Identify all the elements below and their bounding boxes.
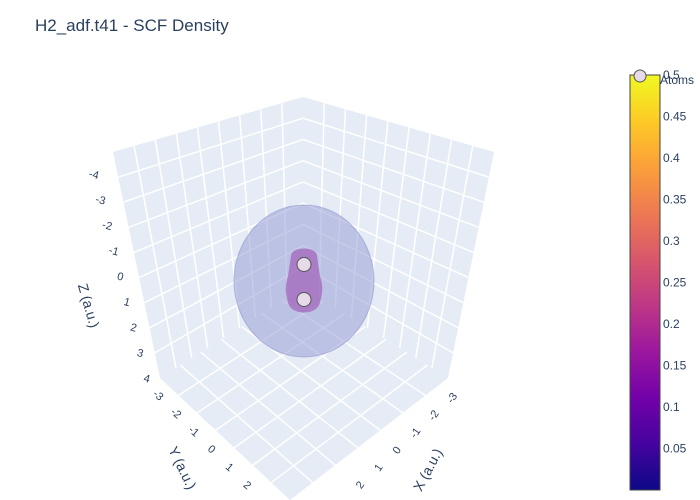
atom-marker[interactable] <box>296 292 312 307</box>
grid-line <box>200 351 336 466</box>
colorbar-ticks: 0.05 0.1 0.15 0.2 0.25 0.3 0.35 0.4 0.45 0.5 <box>663 68 687 456</box>
grid-line <box>123 138 304 203</box>
z-tick-label: 2 <box>129 322 138 335</box>
grid-line <box>154 139 193 359</box>
y-tick-label: 2 <box>241 479 253 492</box>
colorbar-tick-label: 0.2 <box>663 317 680 331</box>
x-tick-label: 0 <box>391 445 404 457</box>
grid-line <box>302 159 479 229</box>
colorbar-tick-label: 0.4 <box>663 151 680 165</box>
z-tick-label: -3 <box>94 194 107 208</box>
x-tick-label: 2 <box>354 479 367 491</box>
y-tick-label: -1 <box>186 424 201 439</box>
grid-line <box>179 364 314 484</box>
z-tick-label: 1 <box>122 296 131 309</box>
z-tick-label: -2 <box>101 219 114 233</box>
z-tick-label: -1 <box>107 245 120 259</box>
atoms-series <box>296 257 312 307</box>
x-axis-label: X (a.u.) <box>410 446 446 494</box>
z-tick-label: 0 <box>116 271 125 284</box>
isosurfaces <box>233 204 375 358</box>
grid-line <box>233 338 387 449</box>
x-tick-label: -2 <box>426 408 441 423</box>
grid-line <box>252 351 408 466</box>
colorbar-tick-label: 0.3 <box>663 234 680 248</box>
colorbar-tick-label: 0.15 <box>663 359 687 373</box>
grid-line <box>133 145 177 369</box>
grid-line <box>196 127 225 339</box>
grid-line <box>133 181 304 254</box>
y-tick-label: -2 <box>168 406 183 421</box>
colorbar-tick-label: 0.5 <box>663 68 680 82</box>
colorbar-tick-label: 0.25 <box>663 276 687 290</box>
atom-marker[interactable] <box>296 257 312 272</box>
x-tick-label: -1 <box>408 426 423 441</box>
grid-line <box>302 138 485 203</box>
grid-line <box>302 181 474 254</box>
colorbar-tick-label: 0.35 <box>663 193 687 207</box>
grid-line <box>415 139 453 359</box>
legend-atoms-label: Atoms <box>660 73 694 87</box>
x-tick-label: 1 <box>372 462 385 474</box>
colorbar[interactable]: 0.05 0.1 0.15 0.2 0.25 0.3 0.35 0.4 0.45 0.5 <box>629 68 687 491</box>
y-tick-label: 0 <box>205 443 217 456</box>
y-axis-label: Y (a.u.) <box>165 444 199 492</box>
colorbar-tick-label: 0.05 <box>663 442 687 456</box>
isosurface-inner <box>285 248 323 313</box>
z-tick-label: 4 <box>142 373 151 386</box>
colorbar-gradient <box>629 74 661 491</box>
grid-line <box>128 159 304 229</box>
grid-line <box>302 117 490 178</box>
grid-line <box>398 133 432 349</box>
z-tick-label: -4 <box>87 168 100 182</box>
z-tick-label: 3 <box>136 347 145 360</box>
grid-line <box>270 364 428 484</box>
z-axis-label: Z (a.u.) <box>75 282 103 330</box>
grid-line <box>431 145 474 369</box>
grid-line <box>117 117 304 178</box>
z-axis-ticks: -4 -3 -2 -1 0 1 2 3 4 <box>87 168 151 386</box>
legend[interactable]: Atoms <box>633 69 694 87</box>
colorbar-tick-label: 0.45 <box>663 110 687 124</box>
grid-line <box>220 338 359 449</box>
y-tick-label: -3 <box>150 388 165 403</box>
chart-title: H2_adf.t41 - SCF Density <box>35 16 229 35</box>
y-tick-label: 1 <box>223 461 235 474</box>
grid-line <box>382 127 410 339</box>
x-tick-label: -3 <box>445 391 460 406</box>
pane-floor <box>160 288 448 500</box>
colorbar-tick-label: 0.1 <box>663 400 680 414</box>
legend-atoms-marker <box>633 69 647 83</box>
grid-line <box>175 133 209 349</box>
